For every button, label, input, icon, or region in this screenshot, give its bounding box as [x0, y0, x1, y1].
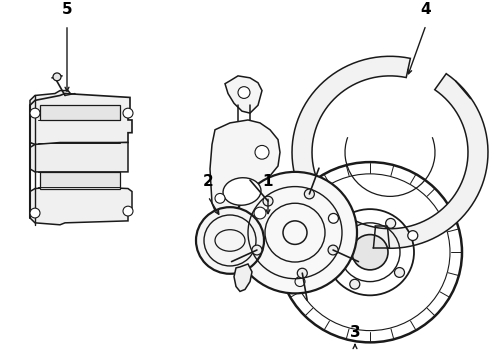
Circle shape	[304, 189, 315, 199]
Polygon shape	[234, 264, 252, 291]
Polygon shape	[40, 172, 120, 189]
Polygon shape	[30, 186, 132, 225]
Polygon shape	[30, 91, 72, 133]
Polygon shape	[40, 105, 120, 120]
Circle shape	[336, 227, 345, 237]
Circle shape	[297, 268, 307, 278]
Circle shape	[53, 73, 61, 81]
Circle shape	[196, 207, 264, 274]
Circle shape	[123, 108, 133, 118]
Circle shape	[352, 235, 388, 270]
Polygon shape	[30, 94, 132, 147]
Circle shape	[255, 145, 269, 159]
Circle shape	[123, 206, 133, 216]
Polygon shape	[225, 76, 262, 113]
Circle shape	[350, 279, 360, 289]
Text: 3: 3	[350, 325, 360, 341]
Circle shape	[252, 245, 262, 255]
Circle shape	[328, 213, 339, 223]
Ellipse shape	[223, 178, 261, 205]
Circle shape	[233, 172, 357, 293]
Text: 1: 1	[263, 174, 273, 189]
Circle shape	[238, 87, 250, 98]
Circle shape	[30, 208, 40, 218]
Circle shape	[263, 196, 273, 206]
Text: 5: 5	[62, 2, 73, 17]
Circle shape	[30, 108, 40, 118]
Circle shape	[408, 231, 418, 240]
Circle shape	[254, 207, 266, 219]
Polygon shape	[30, 143, 128, 172]
Circle shape	[386, 219, 395, 228]
Text: 4: 4	[421, 2, 431, 17]
Polygon shape	[210, 120, 280, 231]
Circle shape	[215, 193, 225, 203]
Text: 2: 2	[203, 174, 213, 189]
Polygon shape	[224, 225, 260, 270]
Polygon shape	[292, 56, 488, 248]
Circle shape	[394, 267, 404, 277]
Circle shape	[328, 245, 338, 255]
